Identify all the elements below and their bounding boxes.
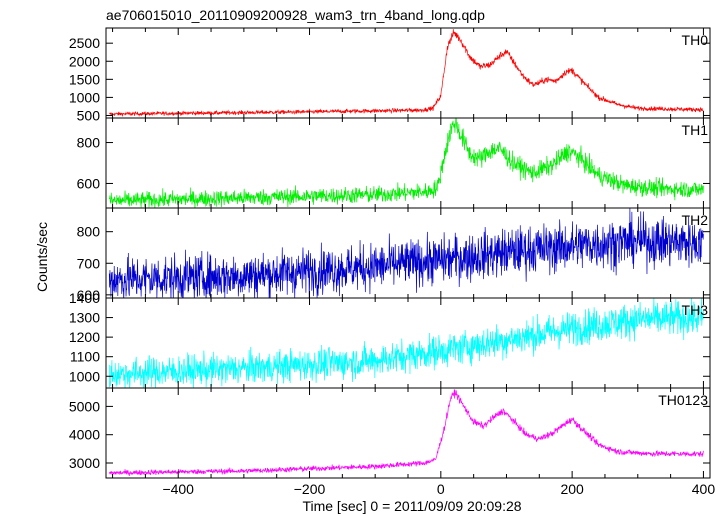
panel-th3: 1000 1100 1200 1300 1400 TH3: [69, 290, 711, 389]
series-line-th2: [108, 208, 704, 298]
y-tick-label: 500: [77, 107, 101, 123]
y-tick-label: 1100: [70, 349, 100, 365]
y-tick-label: 4000: [69, 427, 100, 443]
y-tick-label: 1500: [69, 71, 100, 87]
panel-label-th0: TH0: [682, 32, 709, 48]
series-line-th0123: [109, 389, 704, 477]
y-tick-label: 2000: [69, 53, 100, 69]
panel-label-th1: TH1: [682, 122, 709, 138]
y-tick-label: 3000: [69, 455, 100, 471]
panel-th0123: 3000 4000 5000 TH0123: [69, 387, 711, 479]
series-line-th0: [109, 29, 704, 117]
y-tick-label: 600: [77, 287, 101, 303]
x-tick-label: −200: [294, 481, 326, 497]
y-tick-label: 1000: [69, 89, 100, 105]
y-tick-label: 800: [77, 135, 101, 151]
x-tick-label: 0: [437, 481, 445, 497]
chart-title: ae706015010_20110909200928_wam3_trn_4ban…: [106, 7, 485, 23]
x-tick-label: 200: [560, 481, 584, 497]
series-line-th1: [108, 118, 704, 208]
y-tick-label: 600: [77, 175, 101, 191]
x-tick-label: −400: [162, 481, 194, 497]
panel-th0: 500 1000 1500 2000 2500 TH0: [69, 27, 711, 123]
panel-label-th3: TH3: [682, 302, 709, 318]
y-tick-label: 1400: [69, 290, 100, 306]
y-tick-label: 5000: [69, 398, 100, 414]
panel-th1: 600 800 TH1: [77, 117, 711, 209]
panel-th2: 600 700 800 TH2: [77, 207, 711, 303]
panel-frame: [105, 117, 711, 209]
y-tick-label: 1200: [69, 329, 100, 345]
panel-label-th2: TH2: [682, 212, 709, 228]
y-tick-label: 800: [77, 224, 101, 240]
y-axis-label: Counts/sec: [34, 222, 50, 292]
x-tick-label: 400: [692, 481, 716, 497]
panel-frame: [105, 297, 711, 389]
y-tick-label: 1300: [69, 310, 100, 326]
y-tick-label: 700: [77, 255, 101, 271]
y-tick-label: 2500: [69, 35, 100, 51]
x-axis-label: Time [sec] 0 = 2011/09/09 20:09:28: [302, 498, 521, 514]
panel-label-th0123: TH0123: [658, 392, 708, 408]
series-line-th3: [108, 298, 704, 388]
y-tick-label: 1000: [69, 368, 100, 384]
